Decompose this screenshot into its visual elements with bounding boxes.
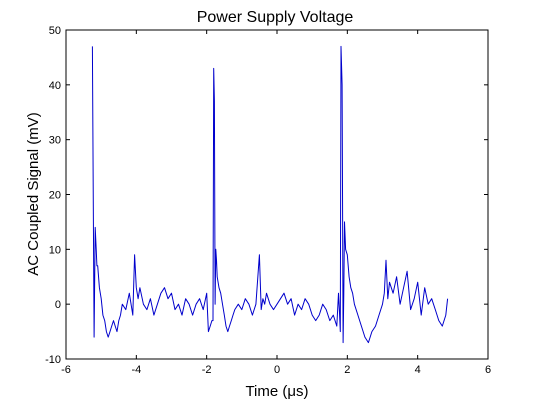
y-tick-label: 10 [49, 244, 61, 256]
series-line-0 [91, 45, 449, 344]
y-axis-label: AC Coupled Signal (mV) [25, 112, 42, 275]
y-tick-label: 0 [55, 299, 61, 311]
series-layer [91, 45, 449, 344]
x-tick-label: -2 [202, 364, 212, 376]
x-tick-label: 2 [344, 364, 350, 376]
y-tick-label: 20 [49, 190, 61, 202]
y-tick-label: 50 [49, 25, 61, 37]
x-tick-label: -6 [61, 364, 71, 376]
y-tick-label: -10 [45, 354, 61, 366]
ticks: -6 -4 -2 0 2 4 6 -10 0 10 20 30 40 50 [45, 25, 491, 376]
plot-area [65, 29, 489, 360]
x-tick-label: 4 [415, 364, 421, 376]
x-tick-label: -4 [131, 364, 141, 376]
x-axis-label: Time (μs) [245, 383, 308, 400]
y-tick-label: 40 [49, 80, 61, 92]
x-tick-label: 0 [274, 364, 280, 376]
x-tick-label: 6 [485, 364, 491, 376]
chart-title: Power Supply Voltage [197, 9, 354, 26]
y-tick-label: 30 [49, 135, 61, 147]
